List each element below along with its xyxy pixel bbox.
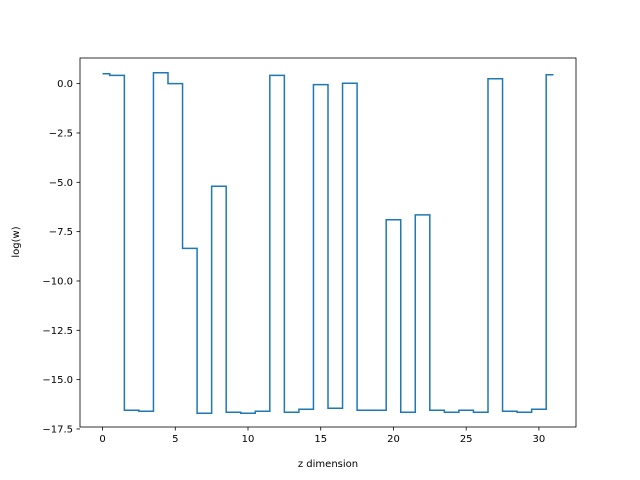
y-tick-label: 0.0 (57, 79, 73, 90)
y-tick-label: −2.5 (49, 128, 73, 139)
x-tick-label: 5 (172, 434, 178, 445)
y-tick-label: −5.0 (49, 178, 73, 189)
y-tick-label: −17.5 (42, 424, 73, 435)
axes-frame (79, 57, 577, 428)
series-line-0 (102, 72, 554, 414)
y-tick-label: −10.0 (42, 276, 73, 287)
y-axis-label: log(w) (11, 226, 22, 257)
plot-area (102, 72, 554, 414)
x-tick-label: 30 (533, 434, 546, 445)
y-tick-label: −15.0 (42, 375, 73, 386)
x-tick-label: 20 (387, 434, 400, 445)
x-axis-label: z dimension (298, 459, 358, 470)
x-tick-label: 25 (460, 434, 473, 445)
x-tick-label: 0 (99, 434, 105, 445)
axes: 0 5 10 15 20 25 30 0.0 −2.5 −5.0 −7.5 −10.0 −12.5 −15… (42, 57, 577, 445)
y-tick-label: −12.5 (42, 326, 73, 337)
y-tick-label: −7.5 (49, 227, 73, 238)
x-tick-label: 10 (242, 434, 255, 445)
x-tick-label: 15 (314, 434, 327, 445)
